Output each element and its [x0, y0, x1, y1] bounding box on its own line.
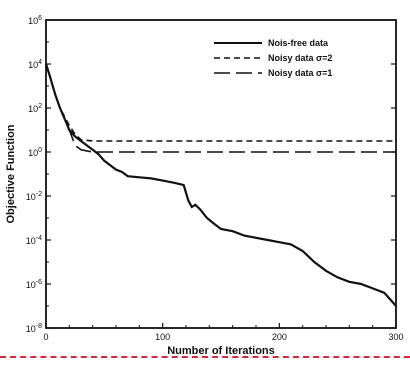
legend: Nois-free data Noisy data σ=2 Noisy data σ…	[214, 38, 332, 78]
x-axis-title: Number of Iterations	[167, 345, 275, 357]
x-tick-label: 100	[155, 332, 170, 342]
x-tick-label: 0	[43, 332, 48, 342]
legend-label-1: Nois-free data	[268, 38, 329, 48]
red-dashed-divider	[0, 356, 410, 358]
y-tick-label: 102	[28, 103, 42, 114]
y-tick-label: 10-6	[26, 279, 42, 290]
legend-label-2: Noisy data σ=2	[268, 53, 332, 63]
y-tick-label: 10-2	[26, 191, 42, 202]
series-line-3	[45, 63, 396, 153]
series-line-1	[44, 63, 397, 307]
series-line-2	[45, 63, 396, 142]
y-tick-label: 106	[28, 15, 42, 26]
y-tick-label: 10-8	[26, 323, 42, 334]
legend-label-3: Noisy data σ=1	[268, 68, 332, 78]
x-tick-label: 300	[388, 332, 403, 342]
y-axis-title: Objective Function	[5, 124, 17, 223]
y-tick-label: 104	[28, 59, 42, 70]
y-tick-label: 100	[28, 147, 42, 158]
x-tick-label: 200	[272, 332, 287, 342]
y-tick-label: 10-4	[26, 235, 42, 246]
x-axis-ticks: 0 100 200 300	[43, 323, 404, 342]
series-layer	[44, 63, 397, 307]
